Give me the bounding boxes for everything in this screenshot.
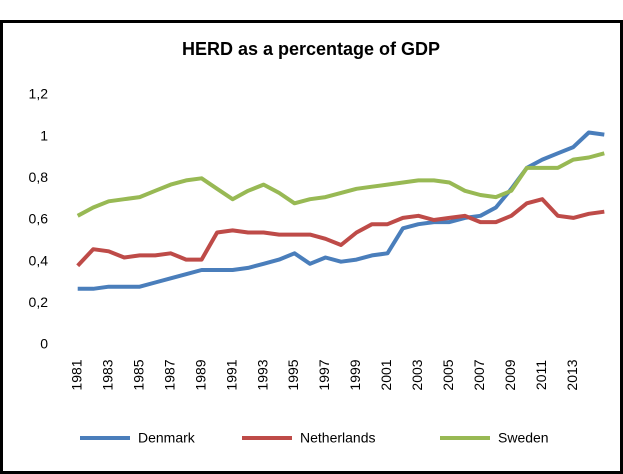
chart-border (0, 20, 623, 474)
x-tick-label: 1989 (192, 359, 208, 390)
y-tick-label: 0,6 (29, 211, 49, 227)
x-tick-label: 1981 (68, 359, 84, 390)
x-tick-label: 2013 (564, 359, 580, 390)
legend-label: Denmark (138, 430, 196, 446)
x-tick-label: 1999 (347, 359, 363, 390)
x-tick-label: 1997 (316, 359, 332, 390)
legend-label: Sweden (498, 430, 549, 446)
data-line (76, 197, 605, 268)
y-tick-label: 1 (40, 127, 48, 143)
x-tick-label: 2001 (378, 359, 394, 390)
y-tick-label: 0 (40, 336, 48, 352)
x-tick-label: 1993 (254, 359, 270, 390)
x-tick-label: 2011 (533, 360, 549, 390)
x-tick-label: 1985 (130, 359, 146, 390)
y-tick-label: 0,8 (29, 169, 49, 185)
y-tick-label: 1,2 (29, 86, 49, 102)
x-tick-label: 1987 (161, 359, 177, 390)
y-tick-label: 0,4 (29, 252, 49, 268)
legend-label: Netherlands (300, 430, 376, 446)
x-tick-label: 2005 (440, 359, 456, 390)
x-tick-label: 2009 (502, 359, 518, 390)
chart-title: HERD as a percentage of GDP (182, 39, 440, 59)
x-tick-label: 1983 (99, 359, 115, 390)
data-line (76, 151, 605, 218)
x-tick-label: 2007 (471, 359, 487, 390)
x-tick-label: 1995 (285, 359, 301, 390)
y-tick-label: 0,2 (29, 294, 49, 310)
x-tick-label: 1991 (223, 359, 239, 390)
x-tick-label: 2003 (409, 359, 425, 390)
